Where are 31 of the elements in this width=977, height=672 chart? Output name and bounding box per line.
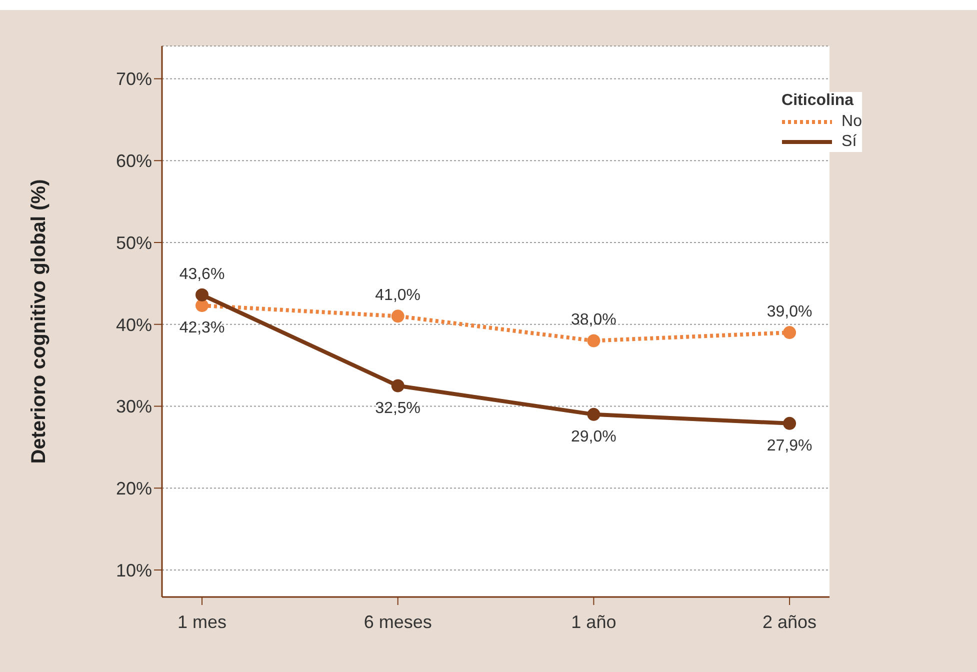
legend-title: Citicolina (782, 92, 855, 110)
data-label: 41,0% (375, 287, 421, 304)
x-tick-label: 6 meses (364, 612, 432, 632)
legend-label: No (842, 113, 862, 131)
data-label: 42,3% (179, 320, 225, 337)
data-label: 39,0% (766, 304, 812, 321)
point (391, 379, 404, 392)
y-tick-label: 30% (116, 396, 152, 417)
y-tick-label: 50% (116, 232, 152, 253)
x-tick-label: 1 año (571, 612, 616, 632)
point (587, 334, 600, 348)
y-tick-label: 20% (116, 478, 152, 498)
y-axis-title: Deterioro cognitivo global (%) (28, 179, 50, 464)
point (196, 299, 208, 312)
data-label: 29,0% (571, 428, 616, 446)
data-label: 43,6% (179, 266, 225, 283)
x-tick-label: 2 años (762, 612, 817, 632)
point (783, 416, 796, 430)
y-tick-label: 70% (116, 69, 152, 90)
y-tick-label: 40% (116, 314, 152, 335)
point (196, 288, 208, 302)
data-label: 38,0% (571, 312, 616, 329)
y-tick-label: 60% (116, 151, 152, 172)
data-label: 32,5% (375, 400, 421, 417)
x-tick-label: 1 mes (177, 612, 227, 632)
y-tick-label: 10% (116, 560, 152, 580)
data-label: 27,9% (766, 437, 812, 454)
legend-label: Sí (842, 133, 857, 151)
point (587, 408, 600, 421)
point (391, 310, 404, 323)
point (783, 326, 796, 340)
